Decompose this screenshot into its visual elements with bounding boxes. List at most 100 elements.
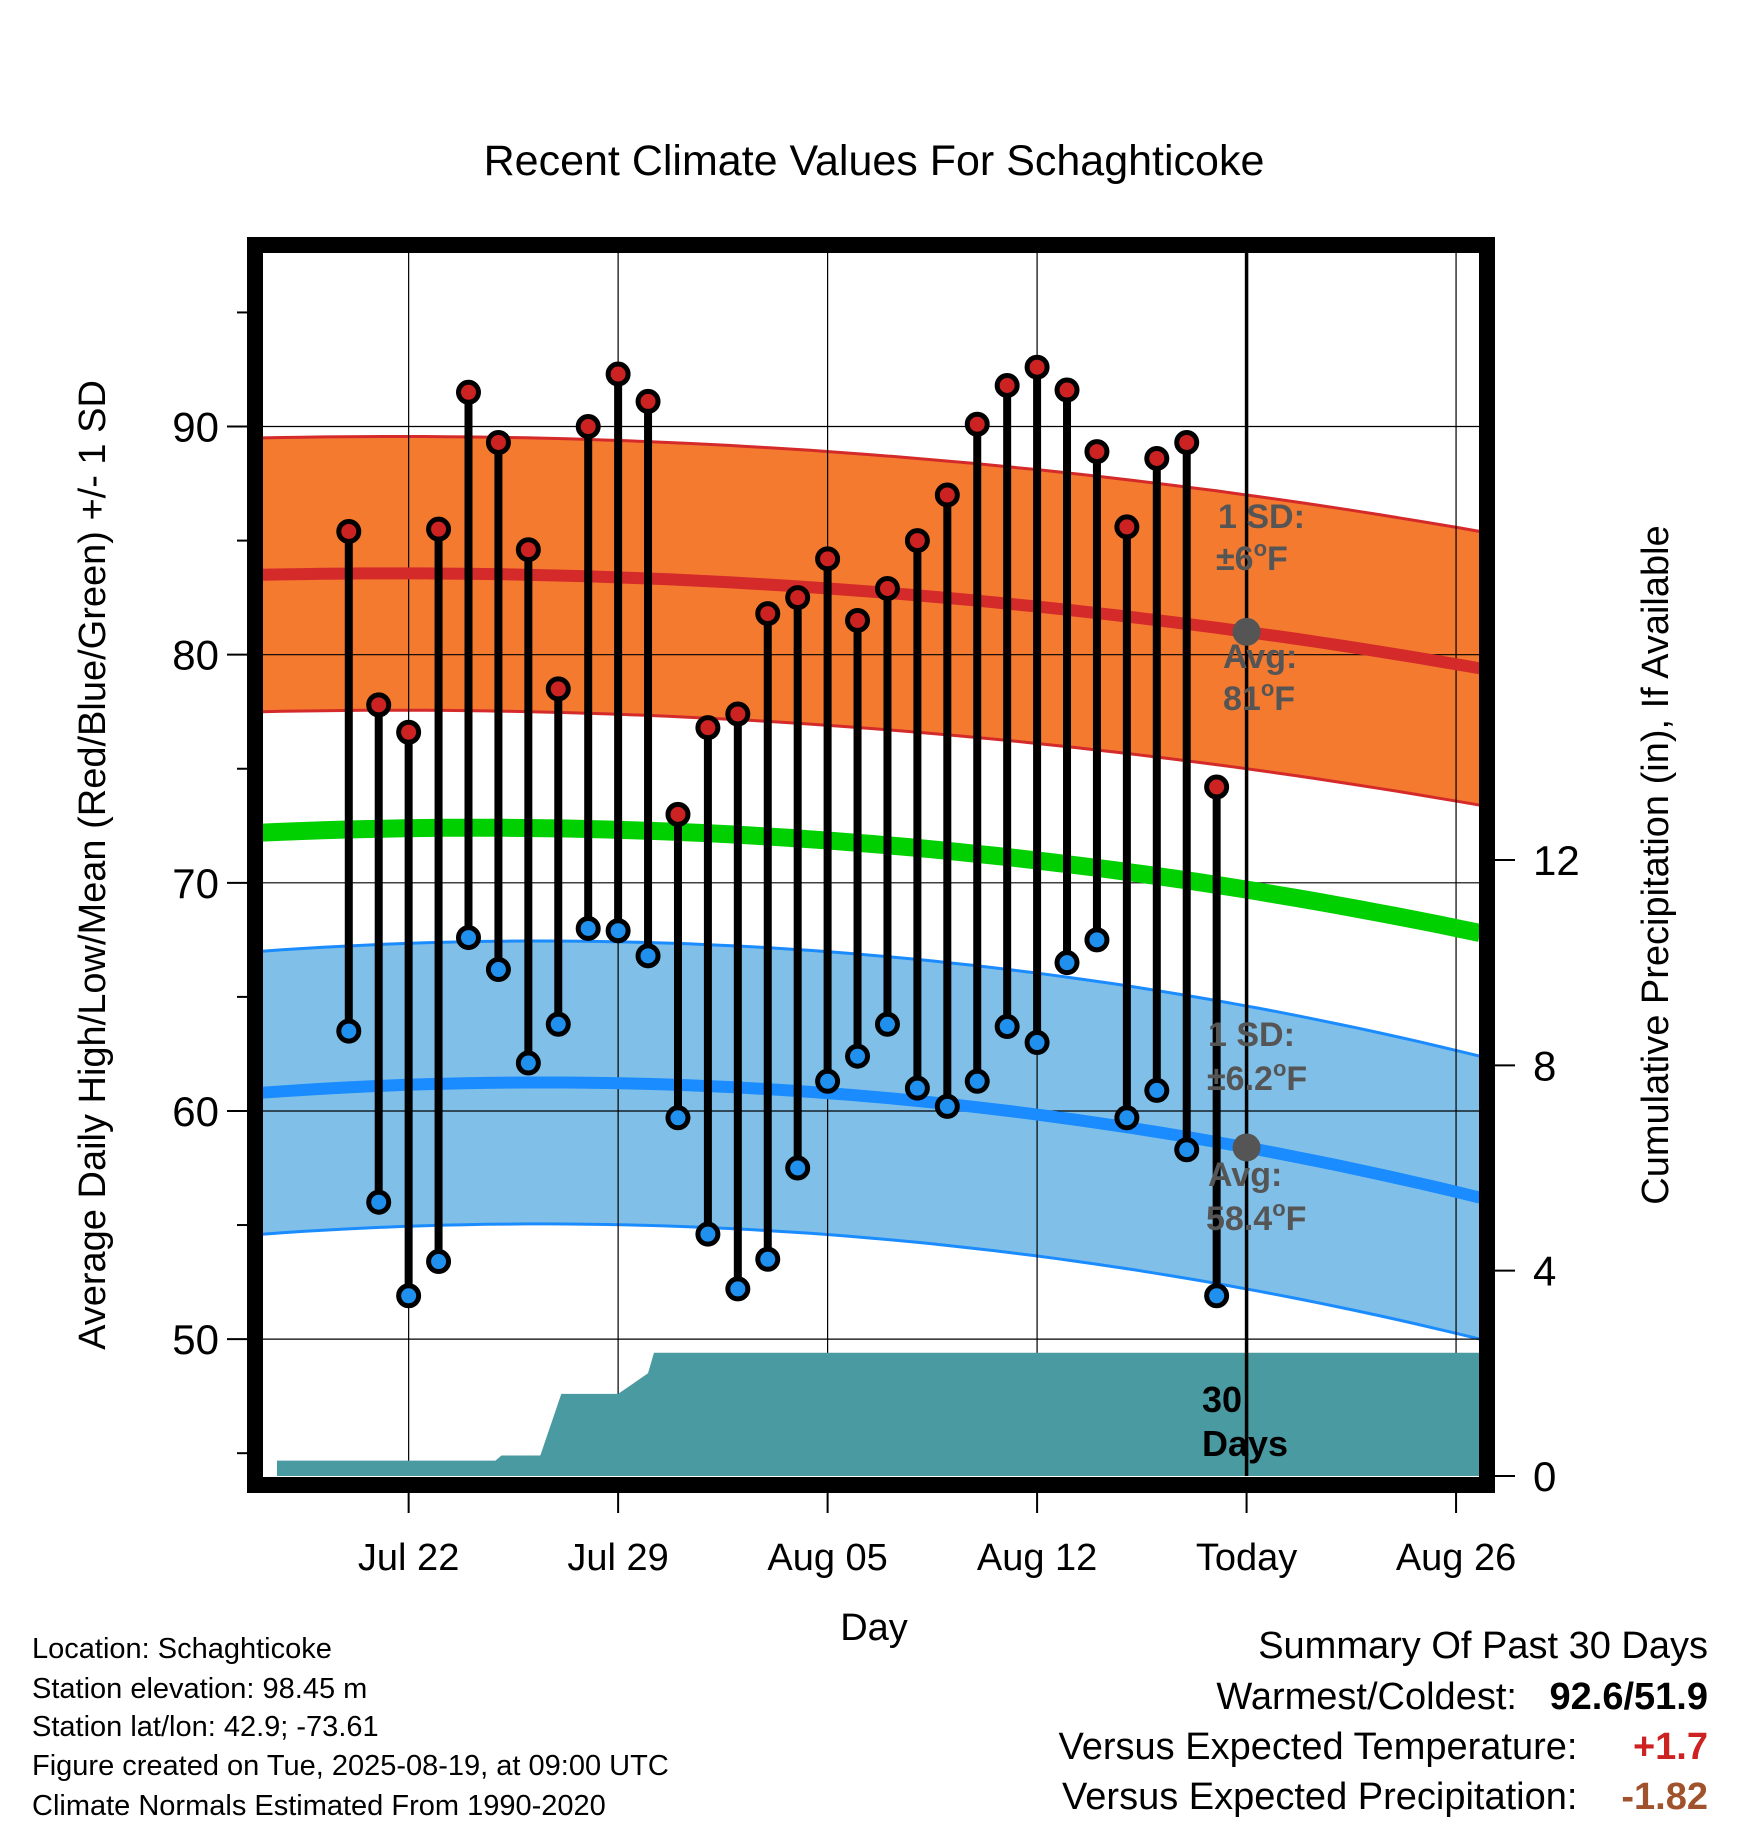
high-avg-value: 81oF bbox=[1223, 676, 1295, 718]
daily-high-point bbox=[1024, 354, 1050, 380]
daily-high-point bbox=[1114, 514, 1140, 540]
daily-high-point bbox=[396, 719, 422, 745]
daily-low-point bbox=[336, 1018, 362, 1044]
daily-high-point bbox=[1204, 774, 1230, 800]
daily-high-point bbox=[455, 379, 481, 405]
daily-high-point bbox=[485, 429, 511, 455]
daily-high-point bbox=[904, 528, 930, 554]
precip-area bbox=[277, 1352, 1480, 1476]
daily-high-point bbox=[725, 701, 751, 727]
high-sd-value: ±6oF bbox=[1216, 536, 1288, 578]
window-label-line2: Days bbox=[1202, 1423, 1288, 1464]
daily-low-point bbox=[755, 1246, 781, 1272]
daily-high-point bbox=[545, 676, 571, 702]
plot-border bbox=[247, 237, 1495, 1493]
daily-high-point bbox=[336, 518, 362, 544]
daily-low-point bbox=[575, 915, 601, 941]
low-avg-value: 58.4oF bbox=[1206, 1196, 1306, 1238]
summary-temp-value: +1.7 bbox=[1632, 1726, 1708, 1768]
daily-high-point bbox=[366, 692, 392, 718]
daily-high-point bbox=[934, 482, 960, 508]
daily-low-point bbox=[964, 1068, 990, 1094]
daily-high-point bbox=[695, 715, 721, 741]
y2-tick-label: 0 bbox=[1533, 1453, 1556, 1500]
summary-precip-label: Versus Expected Precipitation: bbox=[1062, 1776, 1578, 1818]
daily-high-point bbox=[1054, 377, 1080, 403]
summary-warm-cold-label: Warmest/Coldest: bbox=[1216, 1676, 1517, 1718]
daily-low-point bbox=[1084, 927, 1110, 953]
daily-high-point bbox=[1144, 445, 1170, 471]
low-avg-label: Avg: bbox=[1208, 1156, 1282, 1194]
low-sd-label: 1 SD: bbox=[1208, 1016, 1295, 1054]
y-tick-label: 70 bbox=[172, 860, 219, 907]
y2-axis-label: Cumulative Precipitation (in), If Availa… bbox=[1635, 525, 1677, 1204]
x-tick-label: Today bbox=[1196, 1537, 1297, 1579]
daily-stems bbox=[344, 367, 1221, 1296]
today-high-avg-point bbox=[1232, 617, 1261, 646]
info-created: Figure created on Tue, 2025-08-19, at 09… bbox=[32, 1750, 669, 1782]
normal-bands bbox=[261, 435, 1481, 1341]
daily-low-point bbox=[635, 943, 661, 969]
precip-cumulative-area bbox=[277, 1352, 1480, 1476]
summary-title: Summary Of Past 30 Days bbox=[1258, 1627, 1708, 1665]
high-sd-band bbox=[262, 436, 1480, 806]
daily-high-point bbox=[1174, 429, 1200, 455]
daily-low-point bbox=[994, 1014, 1020, 1040]
low-sd-value: ±6.2oF bbox=[1207, 1056, 1307, 1098]
y-tick-label: 80 bbox=[172, 632, 219, 679]
daily-high-point bbox=[755, 601, 781, 627]
daily-high-point bbox=[605, 361, 631, 387]
x-tick-label: Jul 29 bbox=[567, 1537, 668, 1579]
daily-low-point bbox=[1024, 1030, 1050, 1056]
x-tick-label: Aug 05 bbox=[767, 1537, 887, 1579]
y-tick-label: 90 bbox=[172, 404, 219, 451]
y2-tick-label: 8 bbox=[1533, 1042, 1556, 1089]
daily-low-point bbox=[485, 957, 511, 983]
x-tick-label: Aug 12 bbox=[977, 1537, 1097, 1579]
summary-warm-cold: Warmest/Coldest: 92.6/51.9 bbox=[1216, 1678, 1708, 1716]
daily-low-point bbox=[545, 1011, 571, 1037]
y2-tick-label: 12 bbox=[1533, 837, 1580, 884]
daily-low-point bbox=[515, 1050, 541, 1076]
summary-temp-label: Versus Expected Temperature: bbox=[1058, 1726, 1578, 1768]
info-elevation: Station elevation: 98.45 m bbox=[32, 1673, 368, 1705]
daily-low-point bbox=[695, 1221, 721, 1247]
daily-low-point bbox=[665, 1105, 691, 1131]
daily-high-point bbox=[575, 414, 601, 440]
summary-precip: Versus Expected Precipitation: -1.82 bbox=[1062, 1778, 1708, 1816]
daily-low-point bbox=[845, 1043, 871, 1069]
summary-temp: Versus Expected Temperature: +1.7 bbox=[1059, 1728, 1708, 1766]
daily-low-point bbox=[874, 1011, 900, 1037]
daily-high-point bbox=[1084, 439, 1110, 465]
low-sd-lower-edge bbox=[261, 1222, 1481, 1341]
normal-mean-line bbox=[261, 818, 1482, 942]
y-tick-label: 50 bbox=[172, 1316, 219, 1363]
daily-high-point bbox=[815, 546, 841, 572]
summary-warm-cold-value: 92.6/51.9 bbox=[1549, 1676, 1708, 1718]
daily-low-point bbox=[934, 1093, 960, 1119]
daily-dots bbox=[336, 354, 1261, 1309]
daily-low-point bbox=[1114, 1105, 1140, 1131]
daily-low-point bbox=[725, 1276, 751, 1302]
daily-high-point bbox=[845, 607, 871, 633]
high-avg-label: Avg: bbox=[1223, 638, 1297, 676]
y-axis-label: Average Daily High/Low/Mean (Red/Blue/Gr… bbox=[72, 380, 114, 1350]
y-tick-label: 60 bbox=[172, 1088, 219, 1135]
daily-low-point bbox=[426, 1249, 452, 1275]
normal-low-line bbox=[261, 1076, 1482, 1204]
daily-high-point bbox=[515, 537, 541, 563]
x-tick-label: Jul 22 bbox=[358, 1537, 459, 1579]
window-label-line1: 30 bbox=[1202, 1379, 1242, 1420]
daily-low-point bbox=[1174, 1137, 1200, 1163]
daily-low-point bbox=[815, 1068, 841, 1094]
daily-high-point bbox=[665, 801, 691, 827]
info-normals: Climate Normals Estimated From 1990-2020 bbox=[32, 1790, 606, 1822]
info-latlon: Station lat/lon: 42.9; -73.61 bbox=[32, 1711, 379, 1743]
daily-high-point bbox=[785, 585, 811, 611]
daily-low-point bbox=[1204, 1283, 1230, 1309]
daily-low-point bbox=[785, 1155, 811, 1181]
low-sd-band bbox=[262, 941, 1480, 1340]
summary-precip-value: -1.82 bbox=[1621, 1776, 1708, 1818]
